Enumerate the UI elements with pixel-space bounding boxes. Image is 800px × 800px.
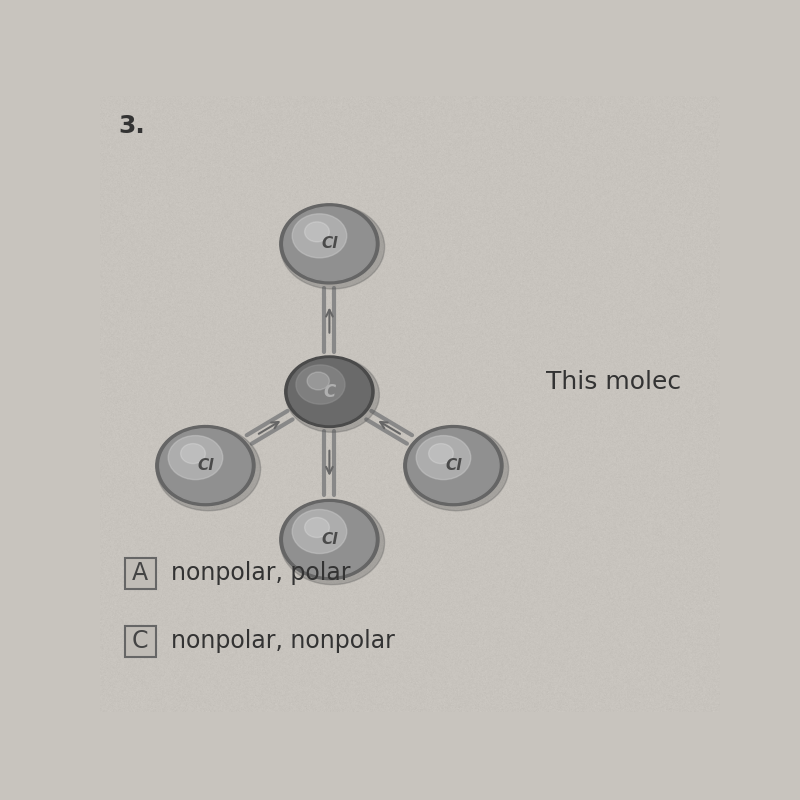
Text: This molec: This molec xyxy=(546,370,682,394)
Ellipse shape xyxy=(416,435,470,480)
Ellipse shape xyxy=(405,426,509,510)
Text: nonpolar, nonpolar: nonpolar, nonpolar xyxy=(171,629,395,653)
Ellipse shape xyxy=(285,356,374,427)
Ellipse shape xyxy=(284,207,375,281)
Ellipse shape xyxy=(307,372,330,390)
Ellipse shape xyxy=(280,204,379,284)
Text: C: C xyxy=(323,382,335,401)
Text: Cl: Cl xyxy=(197,458,214,473)
Ellipse shape xyxy=(160,429,251,502)
Ellipse shape xyxy=(281,205,385,289)
Text: nonpolar, polar: nonpolar, polar xyxy=(171,562,350,586)
Text: Cl: Cl xyxy=(445,458,462,473)
Ellipse shape xyxy=(292,510,346,554)
Text: A: A xyxy=(132,562,148,586)
Ellipse shape xyxy=(157,426,261,510)
Text: 3.: 3. xyxy=(118,114,146,138)
Ellipse shape xyxy=(408,429,499,502)
Ellipse shape xyxy=(286,358,379,432)
Ellipse shape xyxy=(305,518,330,538)
Text: C: C xyxy=(132,629,149,653)
Text: Cl: Cl xyxy=(321,236,338,251)
Ellipse shape xyxy=(305,222,330,242)
Ellipse shape xyxy=(429,443,454,463)
Ellipse shape xyxy=(404,426,503,506)
Ellipse shape xyxy=(280,499,379,579)
Ellipse shape xyxy=(288,359,370,425)
Bar xyxy=(125,626,156,657)
Ellipse shape xyxy=(181,443,206,463)
Bar xyxy=(125,558,156,589)
Ellipse shape xyxy=(156,426,255,506)
Ellipse shape xyxy=(168,435,222,480)
Text: Cl: Cl xyxy=(321,532,338,547)
Ellipse shape xyxy=(296,365,345,404)
Ellipse shape xyxy=(284,502,375,576)
Ellipse shape xyxy=(292,214,346,258)
Ellipse shape xyxy=(281,501,385,585)
